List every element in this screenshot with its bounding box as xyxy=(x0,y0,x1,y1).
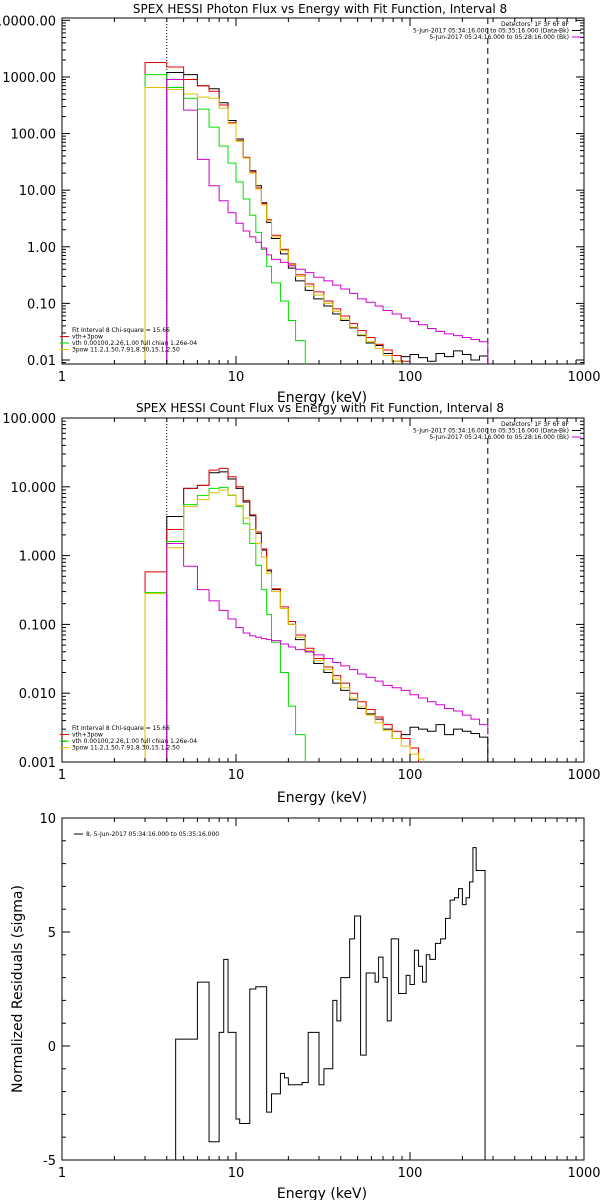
legend-top-right-entry: 5-Jun-2017 05:34:16.000 to 05:35:16.000 … xyxy=(413,28,569,35)
y-tick-label: 5 xyxy=(48,926,56,941)
y-tick-label: 0.01 xyxy=(27,354,56,369)
legend-bottom-left-entry: Fit Interval 8 Chi-square = 15.66 xyxy=(72,725,170,732)
series-vth xyxy=(144,74,306,364)
y-tick-label: -5 xyxy=(43,1154,56,1169)
photon-flux-x-axis-label: Energy (keV) xyxy=(277,390,367,406)
x-tick-label: 10 xyxy=(228,768,245,783)
y-tick-label: 10000.00 xyxy=(0,14,56,29)
legend-bottom-left-entry: Fit Interval 8 Chi-square = 15.66 xyxy=(72,327,170,334)
y-tick-label: 0.10 xyxy=(27,297,56,312)
legend-top-right-entry: 5-Jun-2017 05:34:16.000 to 05:35:16.000 … xyxy=(413,428,569,435)
photon-flux-plot-frame xyxy=(61,17,585,365)
x-tick-label: 1000 xyxy=(567,370,600,385)
series-data-bk xyxy=(145,71,489,364)
residuals-y-axis-label: Normalized Residuals (sigma) xyxy=(10,885,26,1093)
series-vth-3pow xyxy=(144,467,420,762)
series-data-bk xyxy=(145,471,489,762)
y-tick-label: 1.00 xyxy=(27,241,56,256)
residuals-plot-frame xyxy=(61,817,585,1161)
residuals-legends: 8, 5-Jun-2017 05:34:16.000 to 05:35:16.0… xyxy=(74,831,219,838)
series-bk xyxy=(166,79,489,364)
x-tick-label: 1 xyxy=(58,768,66,783)
legend-bottom-left-entry: 3pow 11.2,1.50,7.91,8.30,15.1,2.50 xyxy=(72,347,180,354)
x-tick-label: 100 xyxy=(398,1166,423,1181)
series-8-5-jun-2017-05-34-16-000-to-05-35-16-000 xyxy=(166,847,488,1160)
legend-top-right-entry: Detectors: 1F 3F 6F 8F xyxy=(501,421,570,428)
photon-flux-ticks: 1 10 100 1000 0.01 0.10 1.00 10.00 100.00 1000.00… xyxy=(0,14,600,385)
x-tick-label: 1 xyxy=(58,370,66,385)
x-tick-label: 1 xyxy=(58,1166,66,1181)
series-3pow xyxy=(144,489,425,762)
series-vth-3pow xyxy=(144,62,411,364)
y-tick-label: 10 xyxy=(39,812,56,827)
photon-flux-series-group xyxy=(144,18,489,364)
legend-top-right-entry: 5-Jun-2017 05:24:16.000 to 05:28:16.000 … xyxy=(429,434,569,441)
count-flux-x-axis-label: Energy (keV) xyxy=(277,790,367,806)
count-flux-title: SPEX HESSI Count Flux vs Energy with Fit… xyxy=(136,401,504,415)
x-tick-label: 10 xyxy=(228,1166,245,1181)
x-tick-label: 100 xyxy=(398,370,423,385)
count-flux-series-group xyxy=(144,418,489,762)
legend-bottom-left-entry: 3pow 11.2,1.50,7.91,8.30,15.1,2.50 xyxy=(72,745,180,752)
count-flux-panel: SPEX HESSI Count Flux vs Energy with Fit… xyxy=(2,401,600,806)
y-tick-label: 1000.00 xyxy=(2,71,56,86)
y-tick-label: 100.000 xyxy=(2,412,56,427)
photon-flux-legends: Detectors: 1F 3F 6F 8F5-Jun-2017 05:34:1… xyxy=(60,21,581,354)
y-tick-label: 1.000 xyxy=(19,550,56,565)
legend-top-right-entry: 5-Jun-2017 05:24:16.000 to 05:28:16.000 … xyxy=(429,34,569,41)
series-3pow xyxy=(144,87,402,364)
legend-bottom-left-entry: vth 0.00100,2.26,1.00 full chian 1.26e-0… xyxy=(72,340,197,347)
residuals-x-axis-label: Energy (keV) xyxy=(277,1186,367,1200)
x-tick-label: 1000 xyxy=(567,1166,600,1181)
x-tick-label: 100 xyxy=(398,768,423,783)
legend-bottom-left-entry: vth+3pow xyxy=(72,334,103,341)
series-bk xyxy=(166,542,489,762)
residuals-panel: Energy (keV) Normalized Residuals (sigma… xyxy=(10,812,600,1200)
y-tick-label: 100.00 xyxy=(11,128,57,143)
residuals-ticks: 1 10 100 1000 -5 0 5 10 xyxy=(39,812,600,1181)
x-tick-label: 1000 xyxy=(567,768,600,783)
legend-bottom-left-entry: vth+3pow xyxy=(72,732,103,739)
series-vth xyxy=(144,486,306,762)
y-tick-label: 0 xyxy=(48,1040,56,1055)
legend-top-right-entry: Detectors: 1F 3F 6F 8F xyxy=(501,21,570,28)
photon-flux-panel: SPEX HESSI Photon Flux vs Energy with Fi… xyxy=(0,2,600,406)
y-tick-label: 0.010 xyxy=(19,687,56,702)
y-tick-label: 0.100 xyxy=(19,618,56,633)
photon-flux-title: SPEX HESSI Photon Flux vs Energy with Fi… xyxy=(133,2,507,16)
y-tick-label: 0.001 xyxy=(19,756,56,771)
count-flux-plot-frame xyxy=(61,417,585,763)
legend-top-left-entry: 8, 5-Jun-2017 05:34:16.000 to 05:35:16.0… xyxy=(86,831,219,838)
legend-bottom-left-entry: vth 0.00100,2.26,1.00 full chian 1.26e-0… xyxy=(72,738,197,745)
y-tick-label: 10.00 xyxy=(19,184,56,199)
residuals-series-group xyxy=(166,847,488,1160)
count-flux-legends: Detectors: 1F 3F 6F 8F5-Jun-2017 05:34:1… xyxy=(60,421,581,752)
count-flux-ticks: 1 10 100 1000 0.001 0.010 0.100 1.000 10.000 100.… xyxy=(2,412,600,783)
x-tick-label: 10 xyxy=(228,370,245,385)
y-tick-label: 10.000 xyxy=(11,481,57,496)
